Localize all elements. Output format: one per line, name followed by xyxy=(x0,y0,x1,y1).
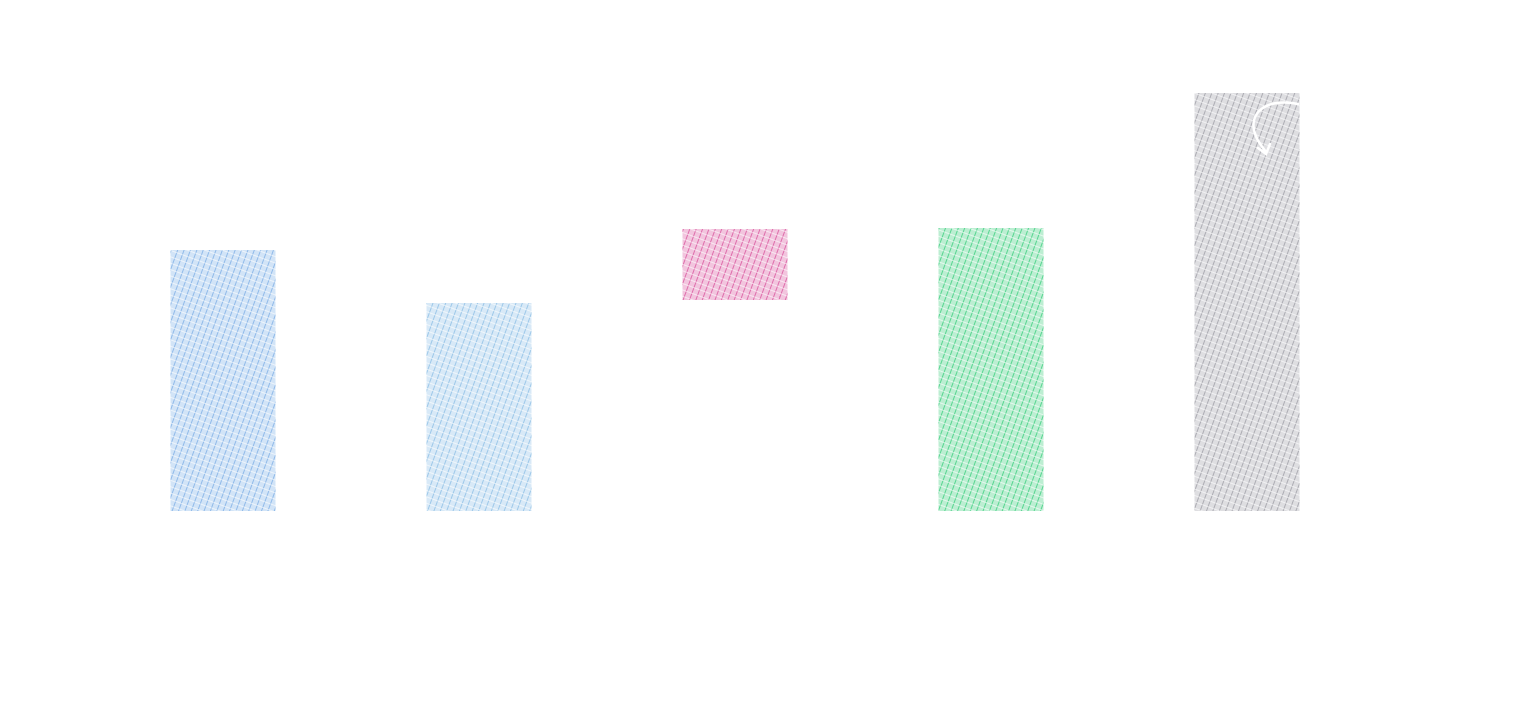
bars xyxy=(170,93,1300,511)
bar xyxy=(426,303,532,511)
bar xyxy=(170,250,276,511)
bar xyxy=(682,229,788,300)
arrow-icon xyxy=(1252,101,1300,156)
bar xyxy=(1194,93,1300,511)
bar xyxy=(938,228,1044,511)
